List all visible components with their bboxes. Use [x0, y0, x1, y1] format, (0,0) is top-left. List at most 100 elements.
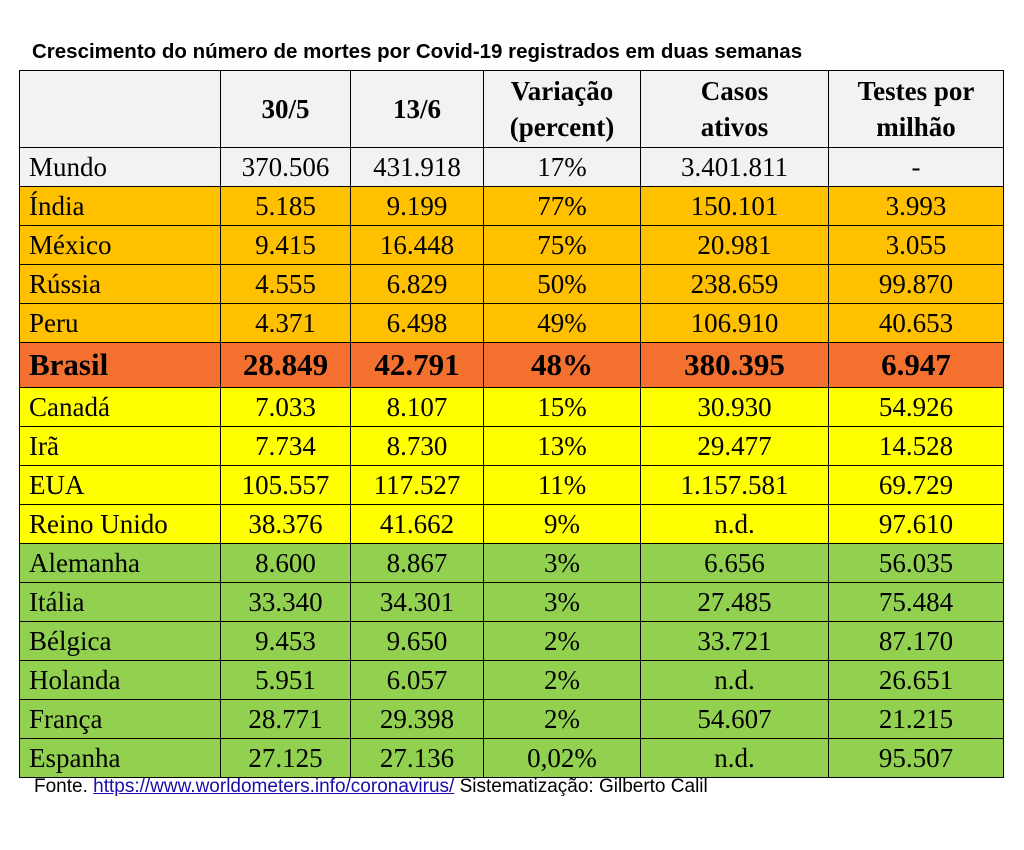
variation-cell: 15%: [483, 387, 641, 427]
tests-per-million-cell: 40.653: [828, 303, 1004, 343]
deaths-13-6-cell: 6.829: [350, 264, 484, 304]
deaths-30-5-cell: 9.415: [220, 225, 351, 265]
header-cell-active-cases: Casos ativos: [640, 70, 829, 148]
deaths-30-5-cell: 5.185: [220, 186, 351, 226]
deaths-30-5-cell: 4.371: [220, 303, 351, 343]
deaths-30-5-cell: 28.849: [220, 342, 351, 388]
table-row: França 28.771 29.398 2% 54.607 21.215: [19, 699, 1004, 739]
variation-cell: 13%: [483, 426, 641, 466]
deaths-13-6-cell: 8.730: [350, 426, 484, 466]
active-cases-cell: 106.910: [640, 303, 829, 343]
country-cell: Espanha: [19, 738, 221, 778]
active-cases-cell: n.d.: [640, 504, 829, 544]
deaths-13-6-cell: 16.448: [350, 225, 484, 265]
active-cases-cell: 54.607: [640, 699, 829, 739]
active-cases-cell: 33.721: [640, 621, 829, 661]
deaths-30-5-cell: 370.506: [220, 147, 351, 187]
deaths-13-6-cell: 431.918: [350, 147, 484, 187]
deaths-13-6-cell: 9.650: [350, 621, 484, 661]
table-row: EUA 105.557 117.527 11% 1.157.581 69.729: [19, 465, 1004, 505]
deaths-30-5-cell: 27.125: [220, 738, 351, 778]
deaths-13-6-cell: 6.057: [350, 660, 484, 700]
tests-per-million-cell: 21.215: [828, 699, 1004, 739]
deaths-13-6-cell: 41.662: [350, 504, 484, 544]
country-cell: Bélgica: [19, 621, 221, 661]
table-row: Espanha 27.125 27.136 0,02% n.d. 95.507: [19, 738, 1004, 778]
deaths-30-5-cell: 5.951: [220, 660, 351, 700]
header-line: ativos: [700, 112, 769, 142]
tests-per-million-cell: 3.055: [828, 225, 1004, 265]
deaths-13-6-cell: 117.527: [350, 465, 484, 505]
table-row: México 9.415 16.448 75% 20.981 3.055: [19, 225, 1004, 265]
header-row: 30/5 13/6 Variação (percent) Casos ativo…: [19, 70, 1004, 148]
deaths-13-6-cell: 6.498: [350, 303, 484, 343]
deaths-30-5-cell: 28.771: [220, 699, 351, 739]
deaths-13-6-cell: 42.791: [350, 342, 484, 388]
country-cell: México: [19, 225, 221, 265]
chart-title: Crescimento do número de mortes por Covi…: [32, 40, 803, 63]
variation-cell: 9%: [483, 504, 641, 544]
table-body: Mundo 370.506 431.918 17% 3.401.811- Índia 5.1…: [19, 147, 1004, 778]
deaths-30-5-cell: 33.340: [220, 582, 351, 622]
country-cell: Brasil: [19, 342, 221, 388]
country-cell: Mundo: [19, 147, 221, 187]
header-cell-13-6: 13/6: [350, 70, 484, 148]
deaths-13-6-cell: 8.867: [350, 543, 484, 583]
active-cases-cell: 27.485: [640, 582, 829, 622]
header-cell-variation: Variação (percent): [483, 70, 641, 148]
tests-per-million-cell: 3.993: [828, 186, 1004, 226]
tests-per-million-cell: 87.170: [828, 621, 1004, 661]
variation-cell: 3%: [483, 582, 641, 622]
country-cell: EUA: [19, 465, 221, 505]
variation-cell: 49%: [483, 303, 641, 343]
tests-per-million-cell: 26.651: [828, 660, 1004, 700]
deaths-13-6-cell: 8.107: [350, 387, 484, 427]
active-cases-cell: 29.477: [640, 426, 829, 466]
tests-per-million-cell: 75.484: [828, 582, 1004, 622]
country-cell: Canadá: [19, 387, 221, 427]
active-cases-cell: n.d.: [640, 738, 829, 778]
variation-cell: 77%: [483, 186, 641, 226]
header-line: milhão: [876, 112, 956, 142]
deaths-13-6-cell: 9.199: [350, 186, 484, 226]
table-row: Bélgica 9.453 9.650 2% 33.721 87.170: [19, 621, 1004, 661]
table-row: Índia 5.185 9.199 77% 150.101 3.993: [19, 186, 1004, 226]
deaths-13-6-cell: 29.398: [350, 699, 484, 739]
country-cell: Reino Unido: [19, 504, 221, 544]
tests-per-million-cell: 69.729: [828, 465, 1004, 505]
table-row: Rússia 4.555 6.829 50% 238.659 99.870: [19, 264, 1004, 304]
source-suffix: Sistematização: Gilberto Calil: [454, 776, 708, 797]
tests-per-million-cell: 54.926: [828, 387, 1004, 427]
deaths-30-5-cell: 7.734: [220, 426, 351, 466]
table-row: Brasil 28.849 42.791 48% 380.395 6.947: [19, 342, 1004, 388]
variation-cell: 2%: [483, 621, 641, 661]
country-cell: Peru: [19, 303, 221, 343]
table-row: Reino Unido 38.376 41.662 9% n.d. 97.610: [19, 504, 1004, 544]
source-note: Fonte. https://www.worldometers.info/cor…: [34, 776, 708, 798]
header-line: 30/5: [261, 94, 310, 124]
header-line: 13/6: [392, 94, 441, 124]
table-row: Canadá 7.033 8.107 15% 30.930 54.926: [19, 387, 1004, 427]
deaths-13-6-cell: 27.136: [350, 738, 484, 778]
header-cell-30-5: 30/5: [220, 70, 351, 148]
variation-cell: 2%: [483, 660, 641, 700]
variation-cell: 48%: [483, 342, 641, 388]
header-cell-country: [19, 70, 221, 148]
variation-cell: 11%: [483, 465, 641, 505]
deaths-30-5-cell: 8.600: [220, 543, 351, 583]
country-cell: França: [19, 699, 221, 739]
table-row: Itália 33.340 34.301 3% 27.485 75.484: [19, 582, 1004, 622]
active-cases-cell: 238.659: [640, 264, 829, 304]
tests-per-million-cell: 99.870: [828, 264, 1004, 304]
variation-cell: 0,02%: [483, 738, 641, 778]
country-cell: Índia: [19, 186, 221, 226]
header-line: Casos: [700, 76, 769, 106]
table-row: Holanda 5.951 6.057 2% n.d. 26.651: [19, 660, 1004, 700]
source-link[interactable]: https://www.worldometers.info/coronaviru…: [93, 776, 455, 797]
header-line: Variação: [510, 76, 614, 106]
active-cases-cell: 380.395: [640, 342, 829, 388]
country-cell: Holanda: [19, 660, 221, 700]
active-cases-cell: 1.157.581: [640, 465, 829, 505]
variation-cell: 17%: [483, 147, 641, 187]
table-row: Mundo 370.506 431.918 17% 3.401.811-: [19, 147, 1004, 187]
